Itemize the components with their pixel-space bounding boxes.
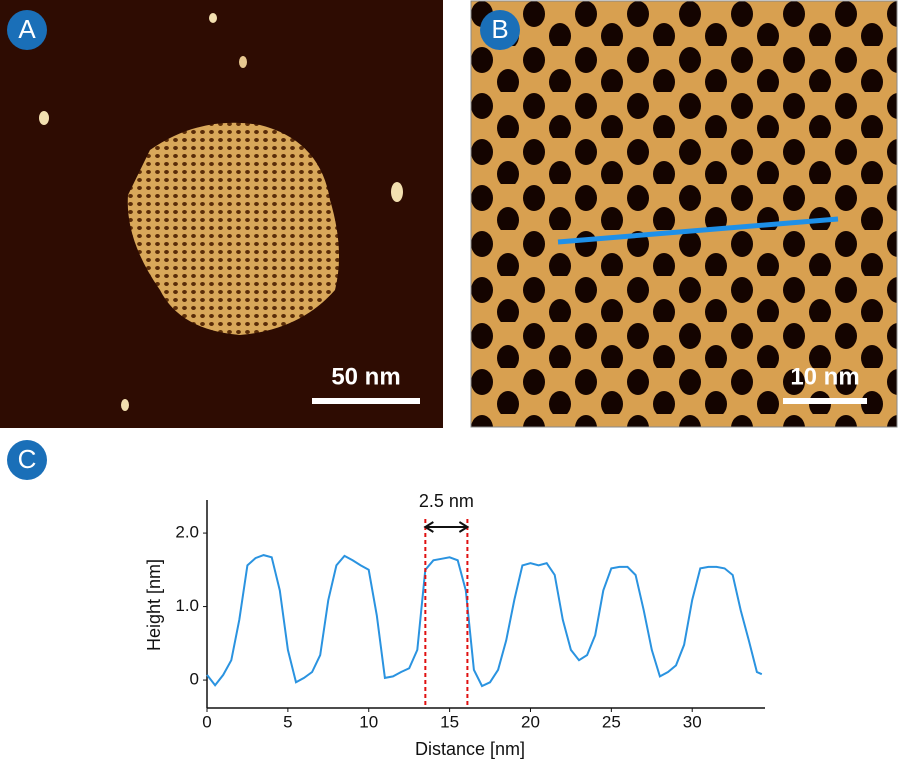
x-axis-title: Distance [nm] (415, 739, 525, 759)
annotation: 2.5 nm (419, 491, 474, 511)
y-tick-label: 2.0 (175, 523, 199, 542)
x-tick-label: 20 (521, 712, 540, 731)
panel-label: B (491, 14, 508, 44)
x-tick-label: 5 (283, 712, 292, 731)
particle (239, 56, 247, 68)
particle (209, 13, 217, 23)
particle (121, 399, 129, 411)
scale-bar (312, 398, 420, 404)
x-tick-label: 10 (359, 712, 378, 731)
afm-image-b (470, 0, 898, 428)
scale-bar-label: 10 nm (790, 363, 859, 390)
y-tick-label: 1.0 (175, 596, 199, 615)
scale-bar (783, 398, 867, 404)
profile-line (557, 216, 839, 245)
panel-label: C (18, 444, 37, 474)
x-tick-label: 15 (440, 712, 459, 731)
x-tick-label: 0 (202, 712, 211, 731)
particle (391, 182, 403, 202)
x-tick-label: 30 (683, 712, 702, 731)
panel-badge (7, 10, 47, 50)
dimension-arrow (423, 521, 470, 533)
panel-label: A (18, 14, 36, 44)
lattice-domain (127, 122, 339, 336)
y-axis-title: Height [nm] (144, 559, 164, 651)
profile-line (206, 554, 763, 688)
particle (39, 111, 49, 125)
panel-badge (480, 10, 520, 50)
panel-badge (7, 440, 47, 480)
y-tick-label: 0 (190, 670, 199, 689)
x-tick-label: 25 (602, 712, 621, 731)
scale-bar-label: 50 nm (331, 363, 400, 390)
